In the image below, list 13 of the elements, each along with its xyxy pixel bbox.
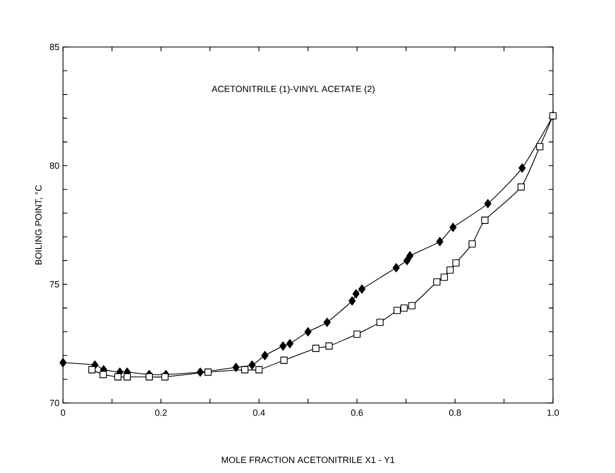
y-tick-label: 85 (50, 44, 60, 50)
y-tick-label: 80 (50, 162, 60, 169)
text: ACETONITRILE (1)-VINYL ACETATE (2) (212, 86, 374, 94)
x-tick-label: 0.2 (155, 410, 167, 416)
x-tick-label: 1.0 (547, 410, 559, 416)
y-axis-title: BOILING POINT, °C (35, 185, 43, 264)
x-tick-label: 0.4 (253, 410, 265, 416)
x-tick-label: 0.6 (351, 410, 363, 416)
y-tick-label: 70 (50, 400, 60, 406)
y-tick-label: 75 (50, 281, 60, 288)
x-tick-label: 0.8 (449, 410, 461, 416)
x-axis-title: MOLE FRACTION ACETONITRILE X1 - Y1 (222, 456, 394, 464)
x-tick-label: 0 (60, 410, 66, 416)
